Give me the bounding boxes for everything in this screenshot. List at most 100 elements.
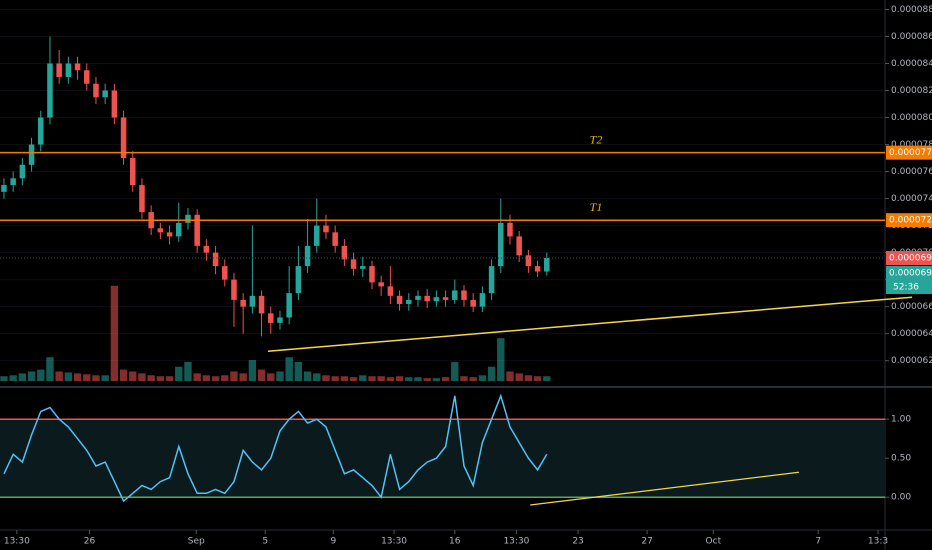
- candle-body: [314, 225, 320, 246]
- volume-bar: [285, 357, 293, 381]
- volume-bar: [101, 375, 109, 381]
- candle-body: [249, 295, 256, 307]
- candle-body: [387, 286, 394, 296]
- band-fill: [0, 419, 885, 498]
- candle-body: [277, 317, 283, 323]
- candle-body: [498, 222, 504, 267]
- candle-body: [194, 214, 200, 246]
- volume-bar: [368, 376, 376, 381]
- candle-body: [185, 214, 191, 223]
- candle-body: [212, 252, 219, 267]
- candle-body: [286, 293, 292, 318]
- volume-bar: [497, 338, 505, 381]
- annotation: T1: [590, 200, 603, 214]
- volume-bar: [313, 373, 321, 381]
- candle-body: [415, 295, 421, 300]
- volume-bar: [193, 373, 201, 381]
- volume-bar: [487, 366, 496, 381]
- price-tag-label: 0.0000774: [889, 148, 932, 158]
- candle-body: [139, 185, 145, 213]
- candle-body: [433, 297, 440, 302]
- price-tag-label: 0.0000696: [889, 254, 932, 264]
- candle-body: [203, 245, 210, 253]
- x-tick-label: 9: [330, 537, 336, 547]
- trendline: [267, 296, 913, 352]
- candle-body: [111, 90, 118, 118]
- volume-bar: [184, 361, 192, 381]
- volume-bar: [64, 372, 73, 381]
- candle-body: [470, 299, 476, 307]
- candle-body: [369, 266, 375, 283]
- candle-body: [102, 90, 108, 98]
- oscillator-line: [3, 393, 548, 503]
- candle-body: [378, 282, 384, 287]
- candle-body: [507, 222, 513, 237]
- x-tick-label: 7: [815, 537, 821, 547]
- candle-body: [442, 297, 449, 300]
- volume-bar: [202, 375, 211, 381]
- candle-body: [37, 117, 44, 145]
- price-tag-label: 0.0000724: [889, 216, 932, 226]
- volume-bar: [0, 376, 8, 381]
- volume-bar: [37, 369, 45, 381]
- candle-body: [176, 222, 182, 237]
- price-tag: [886, 251, 932, 266]
- x-tick-label: Oct: [706, 537, 722, 547]
- volume-bar: [386, 377, 395, 381]
- candle-body: [240, 299, 246, 307]
- x-tick-label: 23: [572, 537, 583, 547]
- candle-body: [304, 245, 311, 267]
- volume-bar: [129, 371, 137, 381]
- volume-bar: [395, 376, 404, 381]
- candle-body: [332, 232, 338, 246]
- volume-bar: [349, 377, 358, 381]
- candle-body: [406, 299, 412, 304]
- candle-body: [1, 185, 7, 192]
- volume-bar: [119, 369, 128, 381]
- volume-bar: [83, 374, 91, 381]
- candle-body: [360, 266, 366, 269]
- volume-bar: [73, 373, 82, 381]
- x-tick-label: 13:3: [868, 537, 888, 547]
- candle-body: [544, 258, 550, 272]
- volume-bar: [221, 375, 229, 381]
- volume-bar: [138, 373, 146, 381]
- volume-bar: [414, 377, 422, 381]
- volume-bar: [460, 376, 468, 381]
- candle-body: [258, 295, 265, 314]
- volume-bar: [46, 357, 54, 381]
- candle-body: [323, 225, 329, 233]
- candle-body: [28, 144, 35, 165]
- volume-bar: [524, 375, 533, 381]
- volume-bar: [359, 375, 367, 381]
- y-tick-label: 1.00: [891, 415, 911, 425]
- y-tick-label: 0.00: [891, 493, 911, 503]
- candle-body: [74, 63, 81, 71]
- candle-body: [231, 279, 237, 300]
- volume-bar: [110, 285, 119, 381]
- volume-bar: [331, 376, 339, 381]
- volume-bar: [27, 371, 36, 381]
- x-tick-label: 13:30: [381, 537, 407, 547]
- candle-body: [479, 293, 486, 307]
- y-tick-label: 0.0000880: [891, 5, 932, 15]
- volume-bar: [267, 373, 275, 381]
- candle-body: [350, 259, 357, 269]
- volume-bar: [294, 361, 303, 381]
- x-tick-label: 16: [449, 537, 461, 547]
- candle-body: [130, 158, 136, 186]
- volume-bar: [18, 373, 27, 381]
- x-tick-label: 26: [84, 537, 96, 547]
- candle-body: [47, 63, 53, 118]
- volume-bar: [211, 376, 220, 381]
- candle-body: [166, 232, 173, 237]
